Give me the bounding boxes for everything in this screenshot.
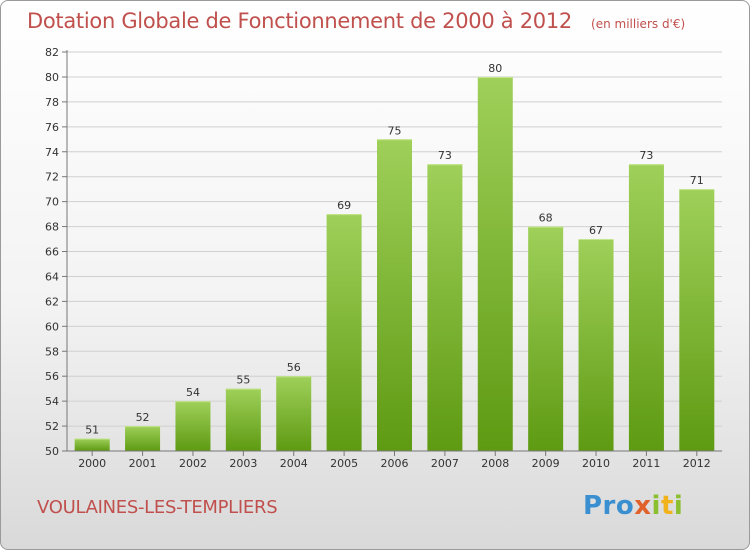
y-tick-label: 76: [45, 121, 59, 134]
commune-name: VOULAINES-LES-TEMPLIERS: [37, 497, 278, 518]
chart-title: Dotation Globale de Fonctionnement de 20…: [27, 9, 572, 33]
bar-2002: [175, 401, 211, 451]
bar-2001: [125, 426, 161, 451]
chart-subtitle: (en milliers d'€): [591, 17, 686, 31]
proxiti-logo[interactable]: Proxiti: [583, 491, 683, 521]
x-tick-label: 2005: [330, 457, 358, 470]
x-tick-label: 2006: [381, 457, 409, 470]
y-tick-label: 68: [45, 221, 59, 234]
x-axis-ticks: 2000 2001 2002 2003 2004 2005 2006 2007 2008 2009…: [78, 451, 711, 470]
bar-2008: [477, 76, 513, 451]
x-tick-label: 2000: [78, 457, 106, 470]
x-tick-label: 2010: [582, 457, 610, 470]
x-tick-label: 2012: [683, 457, 711, 470]
value-label-2003: 55: [236, 374, 250, 387]
logo-text-x: x: [634, 491, 652, 521]
y-tick-label: 50: [45, 445, 59, 458]
y-tick-label: 58: [45, 345, 59, 358]
bar-2005: [326, 214, 362, 451]
bar-2006: [377, 139, 412, 451]
x-tick-label: 2007: [431, 457, 459, 470]
y-tick-label: 54: [45, 395, 59, 408]
bar-2000: [74, 438, 110, 451]
value-label-2007: 73: [438, 149, 452, 162]
y-tick-label: 56: [45, 370, 59, 383]
bar-2010: [578, 239, 614, 451]
value-label-2002: 54: [186, 386, 200, 399]
y-tick-label: 82: [45, 46, 59, 59]
y-tick-label: 52: [45, 420, 59, 433]
logo-text-i: i: [651, 491, 661, 521]
bar-2009: [528, 226, 564, 451]
x-tick-label: 2003: [229, 457, 257, 470]
bar-2011: [628, 164, 664, 451]
logo-text-t: t: [660, 491, 674, 521]
title-row: Dotation Globale de Fonctionnement de 20…: [27, 9, 685, 33]
y-tick-label: 60: [45, 320, 59, 333]
x-tick-label: 2009: [532, 457, 560, 470]
x-tick-label: 2002: [179, 457, 207, 470]
logo-text-i2: i: [673, 491, 684, 521]
value-label-2006: 75: [388, 124, 402, 137]
bar-2012: [679, 189, 715, 451]
x-tick-label: 2001: [129, 457, 157, 470]
value-label-2008: 80: [488, 62, 502, 75]
logo-text-pro: Pro: [583, 491, 635, 521]
y-tick-label: 70: [45, 196, 59, 209]
value-label-2005: 69: [337, 199, 351, 212]
y-tick-label: 74: [45, 146, 59, 159]
bars: 51 52 54 55 56 69 75 73 80 68 67 73 71: [74, 62, 715, 451]
y-tick-label: 72: [45, 171, 59, 184]
bar-2004: [276, 376, 312, 451]
value-label-2000: 51: [85, 424, 99, 437]
y-tick-label: 62: [45, 295, 59, 308]
y-axis-ticks: 50 52 54 56 58 60 62 64 66 68 70 72 74 76 78 80 82: [45, 46, 67, 458]
value-label-2001: 52: [136, 411, 150, 424]
value-label-2011: 73: [639, 149, 653, 162]
bar-2007: [427, 164, 463, 451]
y-tick-label: 78: [45, 96, 59, 109]
value-label-2012: 71: [690, 174, 704, 187]
value-label-2009: 68: [539, 212, 553, 225]
y-tick-label: 64: [45, 270, 59, 283]
x-tick-label: 2011: [632, 457, 660, 470]
value-label-2010: 67: [589, 224, 603, 237]
y-tick-label: 80: [45, 71, 59, 84]
y-tick-label: 66: [45, 246, 59, 259]
x-tick-label: 2008: [481, 457, 509, 470]
x-tick-label: 2004: [280, 457, 308, 470]
value-label-2004: 56: [287, 361, 301, 374]
bar-2003: [225, 388, 261, 451]
